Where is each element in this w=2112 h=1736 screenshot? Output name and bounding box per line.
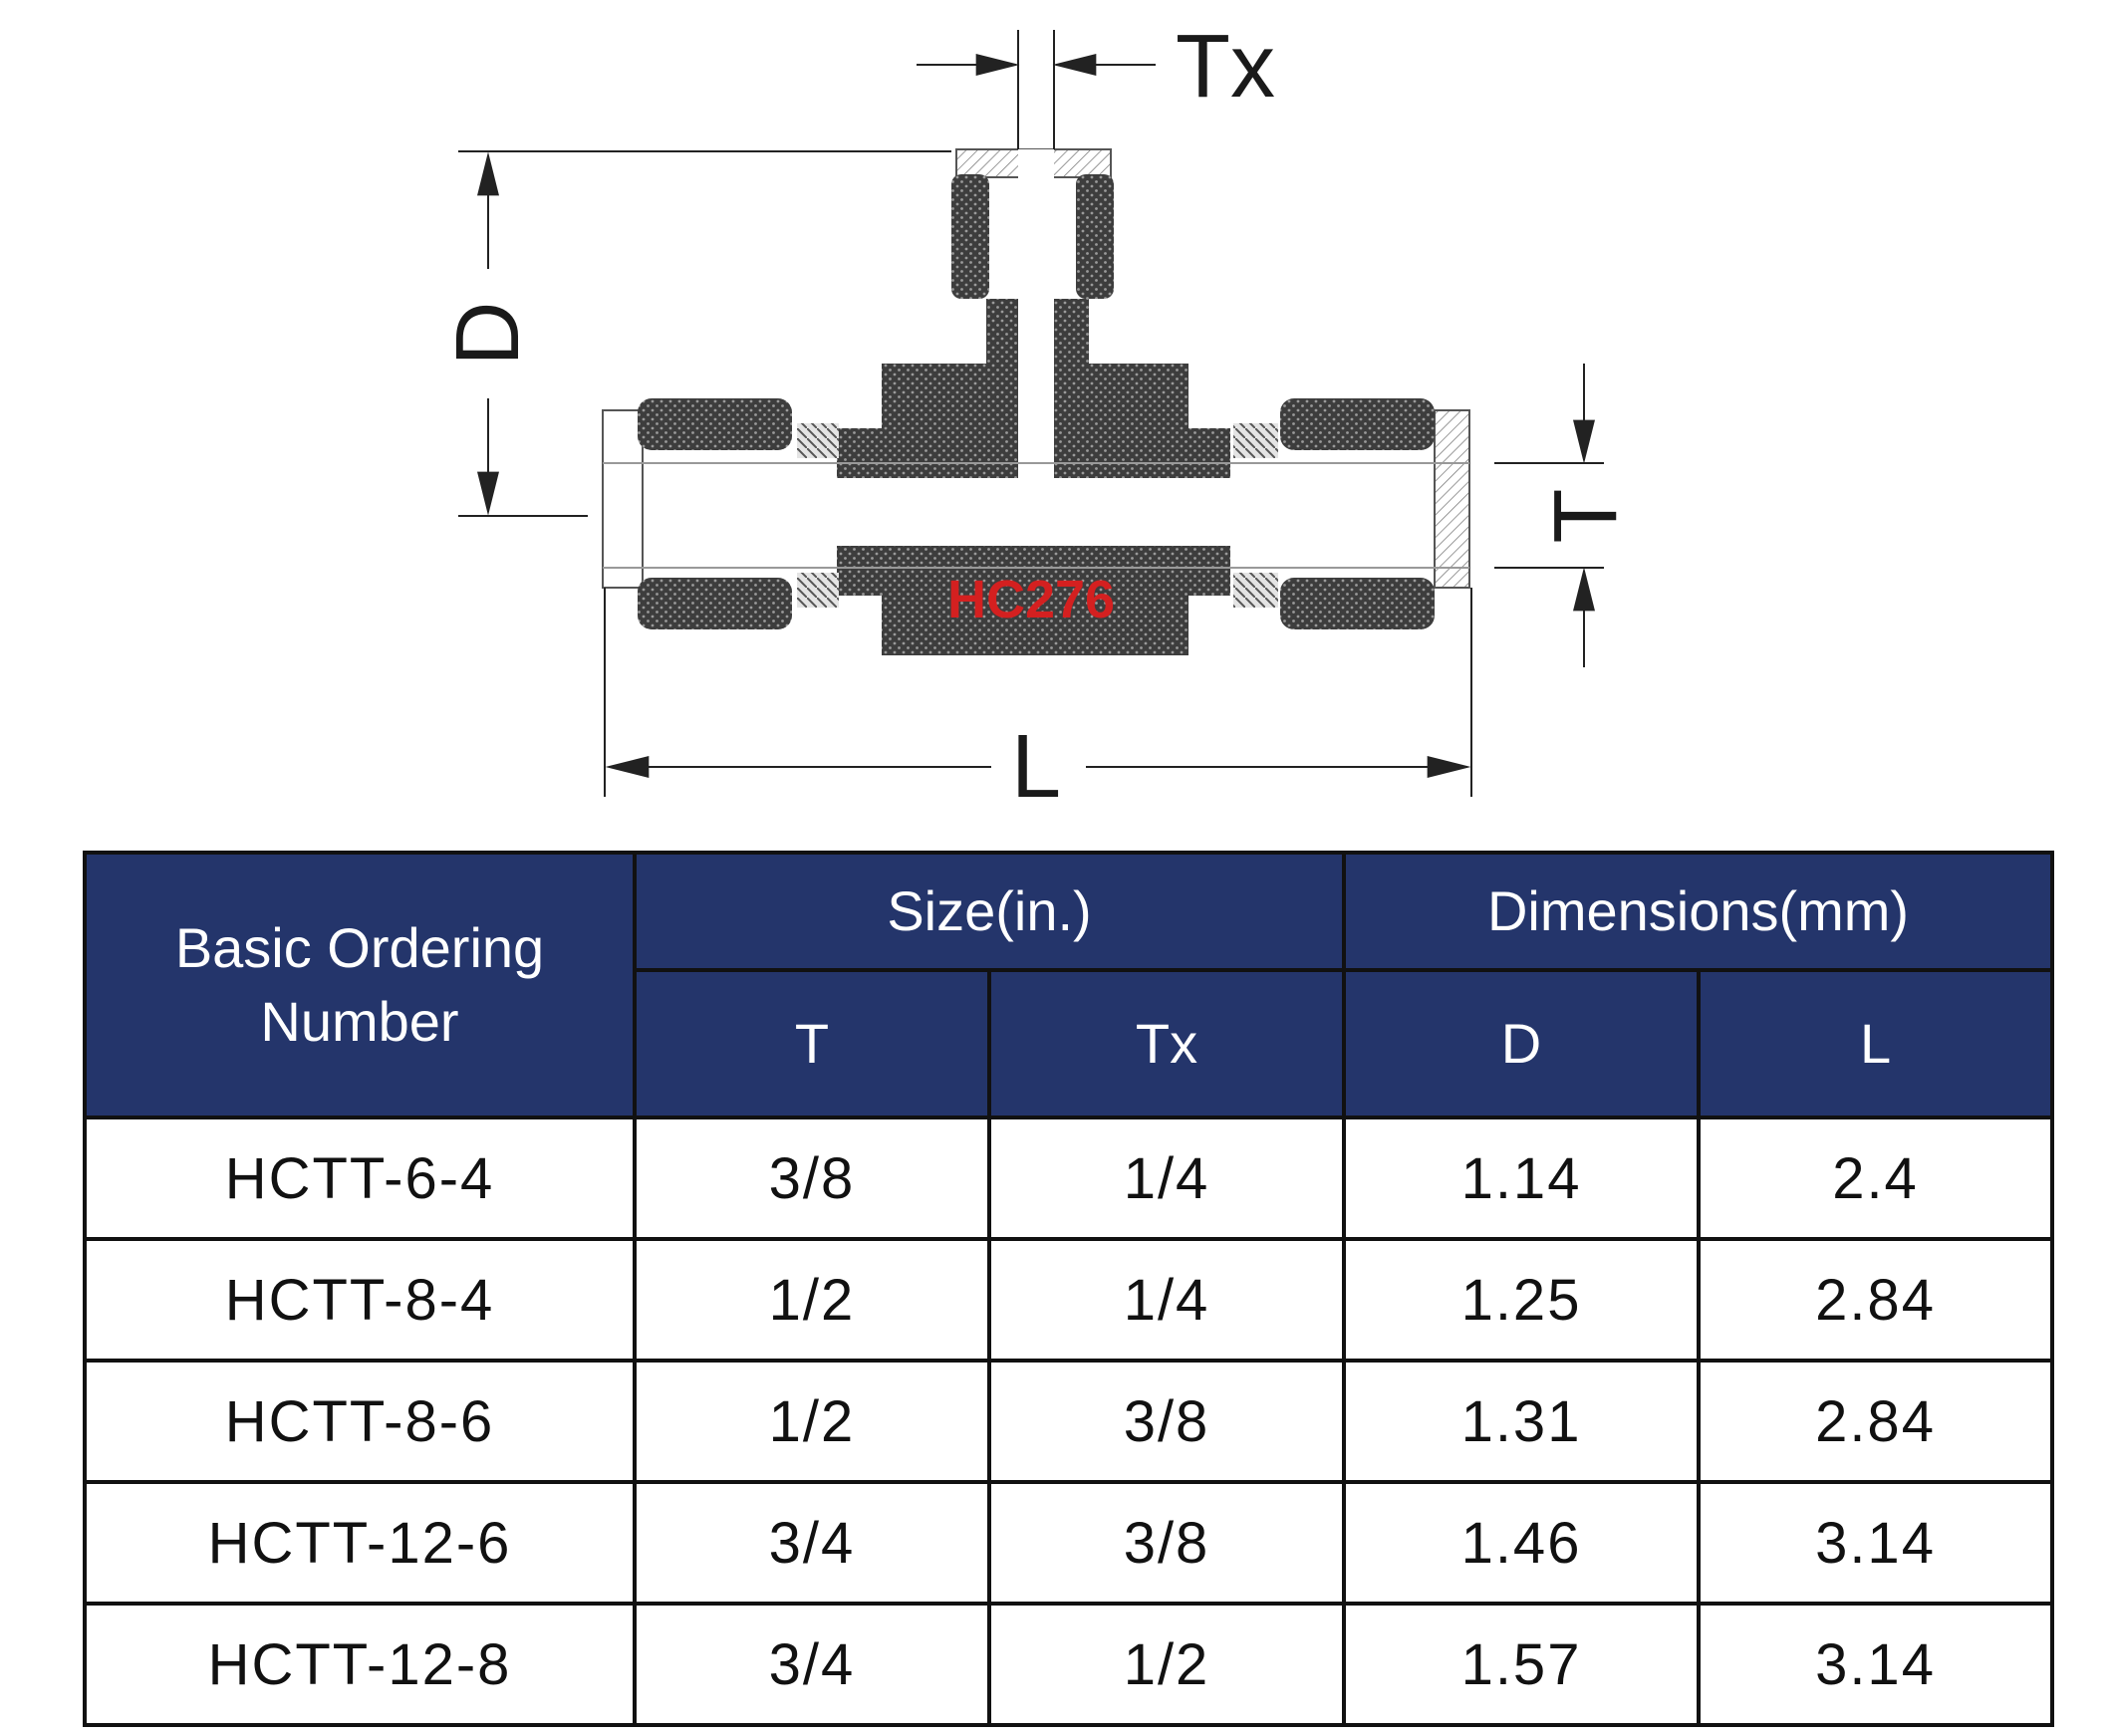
header-size-tx: Tx xyxy=(986,968,1347,1119)
cell-l: 2.4 xyxy=(1697,1116,2055,1241)
cell-t: 1/2 xyxy=(633,1359,991,1484)
cell-tx: 1/4 xyxy=(986,1237,1347,1363)
cell-d: 1.25 xyxy=(1342,1237,1702,1363)
t-dimension xyxy=(1494,364,1604,667)
cell-tx: 1/2 xyxy=(986,1602,1347,1727)
cell-d: 1.46 xyxy=(1342,1480,1702,1606)
cell-part: HCTT-8-6 xyxy=(83,1359,637,1484)
tx-label: Tx xyxy=(1176,17,1275,117)
right-nut xyxy=(1233,398,1470,629)
material-mark: HC276 xyxy=(947,570,1115,629)
cell-t: 3/4 xyxy=(633,1602,991,1727)
cell-d: 1.31 xyxy=(1342,1359,1702,1484)
cell-part: HCTT-8-4 xyxy=(83,1237,637,1363)
d-dimension xyxy=(458,150,951,517)
cell-part: HCTT-6-4 xyxy=(83,1116,637,1241)
header-dim-d: D xyxy=(1342,968,1702,1119)
l-dimension xyxy=(604,588,1472,797)
cell-l: 2.84 xyxy=(1697,1237,2055,1363)
header-dim-l: L xyxy=(1697,968,2055,1119)
cell-d: 1.57 xyxy=(1342,1602,1702,1727)
header-ordering-number: Basic Ordering Number xyxy=(83,851,637,1119)
tx-dimension xyxy=(917,30,1156,149)
cell-t: 3/4 xyxy=(633,1480,991,1606)
ordering-table: Basic Ordering Number Size(in.) Dimensio… xyxy=(83,851,2055,1727)
l-label: L xyxy=(1011,717,1061,817)
cell-t: 3/8 xyxy=(633,1116,991,1241)
header-size-t: T xyxy=(633,968,991,1119)
header-dimensions: Dimensions(mm) xyxy=(1342,851,2055,972)
cell-tx: 3/8 xyxy=(986,1359,1347,1484)
d-label: D xyxy=(438,302,538,367)
table-row: HCTT-8-6 1/2 3/8 1.31 2.84 xyxy=(83,1359,2055,1484)
cell-part: HCTT-12-8 xyxy=(83,1602,637,1727)
header-size: Size(in.) xyxy=(632,851,1347,972)
table-row: HCTT-6-4 3/8 1/4 1.14 2.4 xyxy=(83,1116,2055,1241)
left-nut xyxy=(602,398,839,629)
table-row: HCTT-12-6 3/4 3/8 1.46 3.14 xyxy=(83,1480,2055,1606)
cell-l: 3.14 xyxy=(1697,1602,2055,1727)
cell-part: HCTT-12-6 xyxy=(83,1480,637,1606)
tee-body xyxy=(837,299,1230,655)
cell-tx: 1/4 xyxy=(986,1116,1347,1241)
table-row: HCTT-8-4 1/2 1/4 1.25 2.84 xyxy=(83,1237,2055,1363)
tee-fitting-drawing: HC276 Tx D T L xyxy=(438,17,1636,817)
cell-tx: 3/8 xyxy=(986,1480,1347,1606)
cell-l: 3.14 xyxy=(1697,1480,2055,1606)
t-label: T xyxy=(1536,489,1636,544)
top-nut xyxy=(951,148,1114,478)
cell-t: 1/2 xyxy=(633,1237,991,1363)
cell-d: 1.14 xyxy=(1342,1116,1702,1241)
cell-l: 2.84 xyxy=(1697,1359,2055,1484)
table-row: HCTT-12-8 3/4 1/2 1.57 3.14 xyxy=(83,1602,2055,1727)
